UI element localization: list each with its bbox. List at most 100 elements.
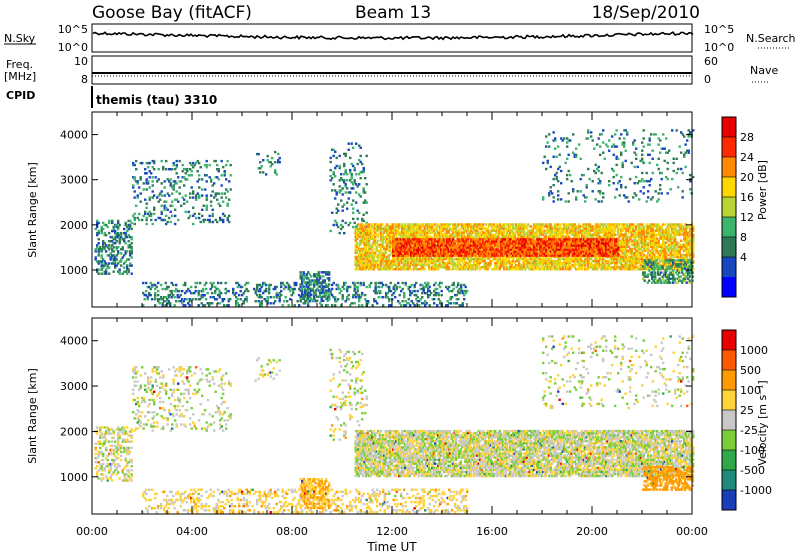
data-cell bbox=[331, 189, 333, 191]
data-cell bbox=[155, 176, 157, 178]
data-cell bbox=[134, 217, 136, 219]
data-cell bbox=[165, 215, 167, 217]
data-cell bbox=[152, 176, 154, 178]
data-cell bbox=[186, 201, 188, 203]
data-cell bbox=[123, 228, 125, 230]
data-cell bbox=[342, 187, 344, 189]
data-cell bbox=[101, 232, 103, 234]
data-cell bbox=[201, 209, 203, 211]
data-cell bbox=[212, 221, 214, 223]
data-cell bbox=[162, 166, 164, 168]
data-cell bbox=[368, 242, 370, 244]
data-cell bbox=[146, 207, 148, 209]
power-scatter-cells bbox=[95, 129, 695, 306]
data-cell bbox=[192, 196, 194, 198]
data-cell bbox=[183, 203, 185, 205]
data-cell bbox=[224, 215, 226, 217]
data-cell bbox=[227, 205, 229, 207]
data-cell bbox=[354, 167, 356, 169]
data-cell bbox=[424, 268, 426, 270]
freq-tick-top: 10 bbox=[74, 55, 88, 68]
data-cell bbox=[134, 176, 136, 178]
data-cell bbox=[119, 224, 121, 226]
data-cell bbox=[146, 172, 148, 174]
data-cell bbox=[138, 186, 140, 188]
data-cell bbox=[677, 254, 679, 256]
data-cell bbox=[330, 179, 332, 181]
data-cell bbox=[192, 207, 194, 209]
data-cell bbox=[150, 213, 152, 215]
data-cell bbox=[165, 168, 167, 170]
data-cell bbox=[330, 230, 332, 232]
data-cell bbox=[352, 147, 354, 149]
data-cell bbox=[363, 220, 365, 222]
data-cell bbox=[122, 246, 124, 248]
data-cell bbox=[449, 223, 451, 225]
data-cell bbox=[141, 162, 143, 164]
data-cell bbox=[348, 224, 350, 226]
data-cell bbox=[189, 192, 191, 194]
data-cell bbox=[227, 217, 229, 219]
data-cell bbox=[398, 227, 400, 229]
data-cell bbox=[355, 191, 357, 193]
data-cell bbox=[147, 166, 149, 168]
data-cell bbox=[581, 266, 583, 268]
data-cell bbox=[146, 217, 148, 219]
data-cell bbox=[340, 199, 342, 201]
data-cell bbox=[195, 217, 197, 219]
data-cell bbox=[216, 199, 218, 201]
data-cell bbox=[562, 266, 564, 268]
data-cell bbox=[150, 172, 152, 174]
data-cell bbox=[134, 196, 136, 198]
data-cell bbox=[262, 159, 264, 161]
data-cell bbox=[161, 211, 163, 213]
data-cell bbox=[436, 227, 438, 229]
data-cell bbox=[168, 217, 170, 219]
data-cell bbox=[352, 187, 354, 189]
freq-unit-label: [MHz] bbox=[4, 70, 36, 83]
data-cell bbox=[339, 191, 341, 193]
data-cell bbox=[424, 227, 426, 229]
data-cell bbox=[334, 189, 336, 191]
data-cell bbox=[470, 260, 472, 262]
data-cell bbox=[348, 197, 350, 199]
data-cell bbox=[333, 171, 335, 173]
data-cell bbox=[228, 180, 230, 182]
data-cell bbox=[358, 212, 360, 214]
data-cell bbox=[355, 201, 357, 203]
nsky-panel bbox=[92, 24, 692, 52]
data-cell bbox=[116, 258, 118, 260]
data-cell bbox=[171, 215, 173, 217]
data-cell bbox=[108, 220, 110, 222]
data-cell bbox=[222, 201, 224, 203]
data-cell bbox=[643, 254, 645, 256]
data-cell bbox=[267, 155, 269, 157]
nsearch-tick-top: 10^5 bbox=[704, 23, 734, 36]
data-cell bbox=[230, 164, 232, 166]
data-cell bbox=[345, 191, 347, 193]
data-cell bbox=[337, 226, 339, 228]
data-cell bbox=[382, 223, 384, 225]
data-cell bbox=[138, 213, 140, 215]
data-cell bbox=[144, 168, 146, 170]
data-cell bbox=[182, 164, 184, 166]
data-cell bbox=[141, 219, 143, 221]
data-cell bbox=[383, 254, 385, 256]
data-cell bbox=[274, 151, 276, 153]
data-cell bbox=[152, 190, 154, 192]
data-cell bbox=[192, 192, 194, 194]
data-cell bbox=[439, 260, 441, 262]
data-cell bbox=[334, 197, 336, 199]
data-cell bbox=[179, 192, 181, 194]
data-cell bbox=[598, 266, 600, 268]
data-cell bbox=[352, 199, 354, 201]
data-cell bbox=[210, 194, 212, 196]
data-cell bbox=[111, 236, 113, 238]
nsky-label: N.Sky bbox=[4, 32, 36, 45]
data-cell bbox=[598, 260, 600, 262]
data-cell bbox=[155, 219, 157, 221]
data-cell bbox=[113, 271, 115, 273]
data-cell bbox=[225, 164, 227, 166]
data-cell bbox=[95, 250, 97, 252]
